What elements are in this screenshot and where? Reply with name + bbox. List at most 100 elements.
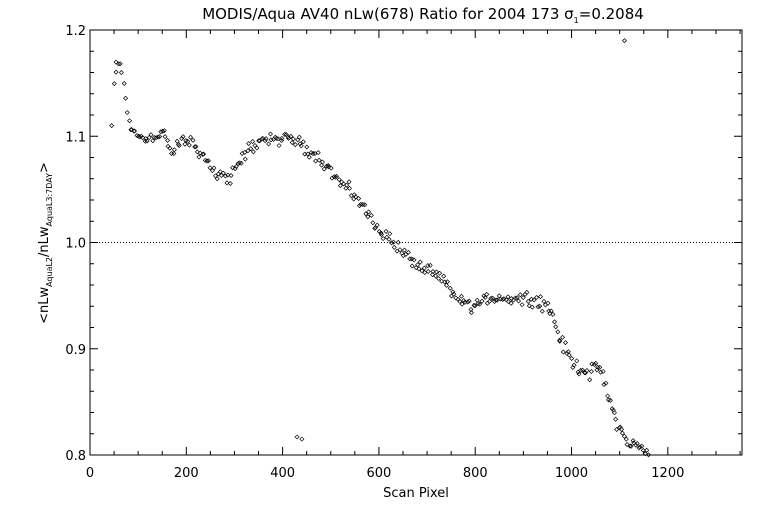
data-point [204,158,210,164]
data-point [171,147,177,153]
data-point [326,164,332,170]
data-point [186,142,192,148]
data-point [403,251,409,257]
data-point [508,300,514,306]
y-tick-label: 0.8 [65,449,86,464]
data-point [242,156,248,162]
sigma-value: =0.2084 [579,5,644,23]
data-point [416,266,422,272]
data-point [378,230,384,236]
data-point [555,329,561,335]
data-point [387,231,393,237]
data-point [242,149,248,155]
x-tick-label: 400 [270,466,295,481]
data-point [597,364,603,370]
data-point [560,334,566,340]
data-point [148,132,154,138]
data-point [472,303,478,309]
data-point [233,163,239,169]
data-point [220,170,226,176]
data-point [407,256,413,262]
data-point [193,144,199,150]
data-point [346,185,352,191]
sigma-subscript: 1 [574,16,579,25]
data-point [254,145,260,151]
y-label-close: > [37,162,52,173]
data-point [459,301,465,307]
data-point [155,134,161,140]
data-point [116,61,122,67]
data-point [137,134,143,140]
data-point [453,295,459,301]
data-point [415,262,421,268]
data-point [457,298,463,304]
data-point [124,110,130,116]
data-point [535,304,541,310]
data-point [417,259,423,265]
data-point [557,337,563,343]
data-point [368,212,374,218]
data-point [113,59,119,65]
data-point [196,154,202,160]
data-point [621,433,627,439]
data-point [500,296,506,302]
y-tick-label: 0.9 [65,343,86,358]
data-point [603,380,609,386]
data-point [276,143,282,149]
data-point [488,296,494,302]
data-point [118,70,124,76]
data-point [624,441,630,447]
data-point [401,247,407,253]
data-point [279,135,285,141]
data-point [399,250,405,256]
data-point [421,265,427,271]
data-point [425,268,431,274]
data-point [142,138,148,144]
data-point [217,169,223,175]
data-point [444,279,450,285]
data-point [465,299,471,305]
data-point [447,285,453,291]
data-point [238,160,244,166]
data-point [484,300,490,306]
data-point [501,296,507,302]
data-point [552,319,558,325]
data-point [197,150,203,156]
data-point [468,310,474,316]
data-point [566,352,572,358]
data-point [297,141,303,147]
data-point [358,201,364,207]
data-point [471,302,477,308]
data-point [260,135,266,141]
data-point [315,150,321,156]
data-point [179,136,185,142]
data-point [548,308,554,314]
data-point [356,196,362,202]
data-point [541,298,547,304]
data-point [121,81,127,86]
y-tick-label: 1.2 [65,24,86,39]
data-point [180,134,186,140]
data-point [313,158,319,164]
data-point [409,256,415,262]
data-point [205,158,211,164]
data-point [444,282,450,288]
data-point [514,295,520,301]
data-point [433,269,439,275]
data-point [517,292,523,298]
data-point [613,416,619,422]
data-point [509,296,515,302]
data-point [468,307,474,313]
data-point [395,239,401,245]
data-point [450,289,456,295]
data-point [228,173,234,178]
data-point [161,128,167,134]
data-point [127,118,133,124]
data-point [182,141,188,147]
data-point [419,268,425,274]
data-point [304,144,310,150]
data-point [273,135,279,141]
data-point [362,202,368,208]
data-point [482,294,488,300]
data-point [144,138,150,144]
